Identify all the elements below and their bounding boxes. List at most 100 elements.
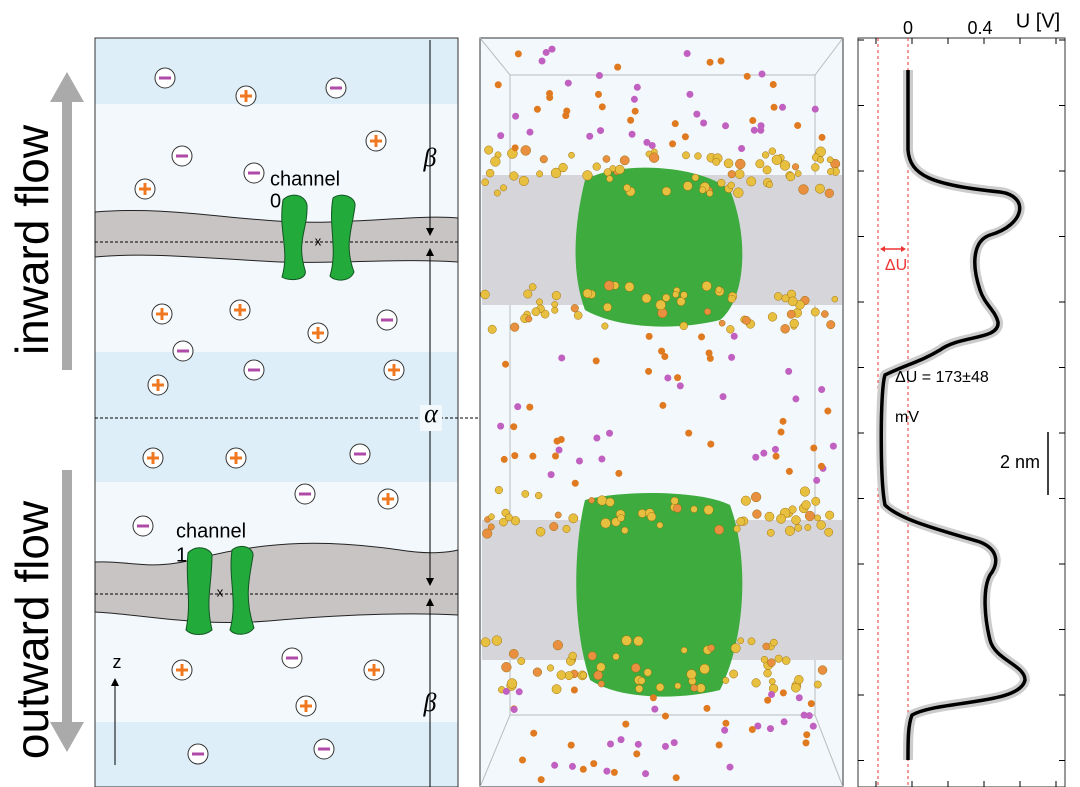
ion-sphere (634, 84, 641, 91)
anion (314, 739, 334, 759)
lipid-head (700, 664, 710, 674)
ion-sphere (664, 374, 671, 381)
ion-sphere (785, 368, 792, 375)
ion-sphere (642, 770, 649, 777)
ion-sphere (497, 423, 504, 430)
lipid-head (602, 323, 609, 330)
ion-sphere (511, 452, 518, 459)
lipid-head (682, 152, 689, 159)
anion (377, 310, 397, 330)
ion-sphere (669, 140, 676, 147)
ion-sphere (726, 764, 733, 771)
cation (378, 489, 398, 509)
ion-sphere (770, 81, 777, 88)
lipid-head (763, 643, 770, 650)
ion-sphere (707, 441, 714, 448)
ion-sphere (796, 694, 803, 701)
lipid-head (708, 644, 715, 651)
ion-sphere (682, 133, 689, 140)
cation (364, 660, 384, 680)
lipid-head (785, 526, 794, 535)
cation (135, 179, 155, 199)
lipid-head (802, 501, 811, 510)
ion-sphere (707, 355, 714, 362)
cation (296, 696, 316, 716)
lipid-head (521, 145, 531, 155)
lipid-head (814, 681, 821, 688)
lipid-head (671, 497, 679, 505)
anion (326, 78, 346, 98)
ion-sphere (629, 131, 636, 138)
ion-sphere (685, 430, 692, 437)
ion-sphere (662, 743, 669, 750)
lipid-head (699, 187, 706, 194)
ion-sphere (618, 736, 625, 743)
anion (244, 360, 264, 380)
lipid-head (598, 681, 604, 687)
ion-sphere (662, 713, 669, 720)
ion-sphere (778, 429, 785, 436)
lipid-head (603, 155, 610, 162)
lipid-head (495, 486, 503, 494)
ion-sphere (576, 457, 583, 464)
ion-sphere (731, 333, 738, 340)
ion-sphere (646, 333, 653, 340)
ion-sphere (502, 361, 509, 368)
lipid-head (695, 153, 702, 160)
lipid-head (569, 514, 578, 523)
channel-center: x (315, 233, 322, 248)
lipid-head (526, 316, 532, 322)
lipid-head (603, 303, 611, 311)
lipid-head (677, 297, 685, 305)
ion-sphere (501, 456, 508, 463)
lipid-head (624, 184, 631, 191)
ion-sphere (558, 354, 565, 361)
ion-sphere (773, 453, 780, 460)
lipid-head (825, 528, 833, 536)
lipid-head (486, 169, 494, 177)
cation (236, 86, 256, 106)
lipid-head (490, 157, 500, 167)
lipid-head (559, 163, 568, 172)
lipid-head (647, 512, 656, 521)
unit-label: mV (895, 409, 919, 426)
lipid-head (762, 152, 769, 159)
channel-label: channel (270, 168, 340, 190)
lipid-head (489, 514, 495, 520)
lipid-head (604, 281, 614, 291)
ion-sphere (673, 774, 680, 781)
ion-sphere (779, 104, 786, 111)
region-label: α (424, 399, 439, 428)
ion-sphere (514, 403, 521, 410)
ion-sphere (780, 689, 787, 696)
lipid-head (620, 156, 629, 165)
ion-sphere (526, 129, 533, 136)
cation (148, 375, 168, 395)
ion-sphere (768, 691, 775, 698)
ion-sphere (651, 706, 658, 713)
ion-sphere (598, 456, 605, 463)
lipid-head (550, 522, 559, 531)
lipid-head (613, 653, 620, 660)
lipid-head (649, 153, 659, 163)
lipid-head (563, 525, 570, 532)
lipid-head (728, 295, 736, 303)
ion-sphere (611, 769, 618, 776)
lipid-head (638, 677, 645, 684)
lipid-head (781, 324, 790, 333)
lipid-head (574, 311, 582, 319)
lipid-head (634, 636, 644, 646)
lipid-head (662, 187, 671, 196)
ion-sphere (562, 112, 569, 119)
lipid-head (782, 295, 789, 302)
ion-sphere (693, 111, 700, 118)
ion-sphere (781, 718, 788, 725)
lipid-head (825, 511, 834, 520)
lipid-head (776, 514, 785, 523)
ion-sphere (580, 766, 587, 773)
anion (155, 68, 175, 88)
lipid-head (704, 505, 713, 514)
lipid-head (811, 308, 819, 316)
ion-sphere (512, 144, 519, 151)
lipid-head (606, 176, 613, 183)
